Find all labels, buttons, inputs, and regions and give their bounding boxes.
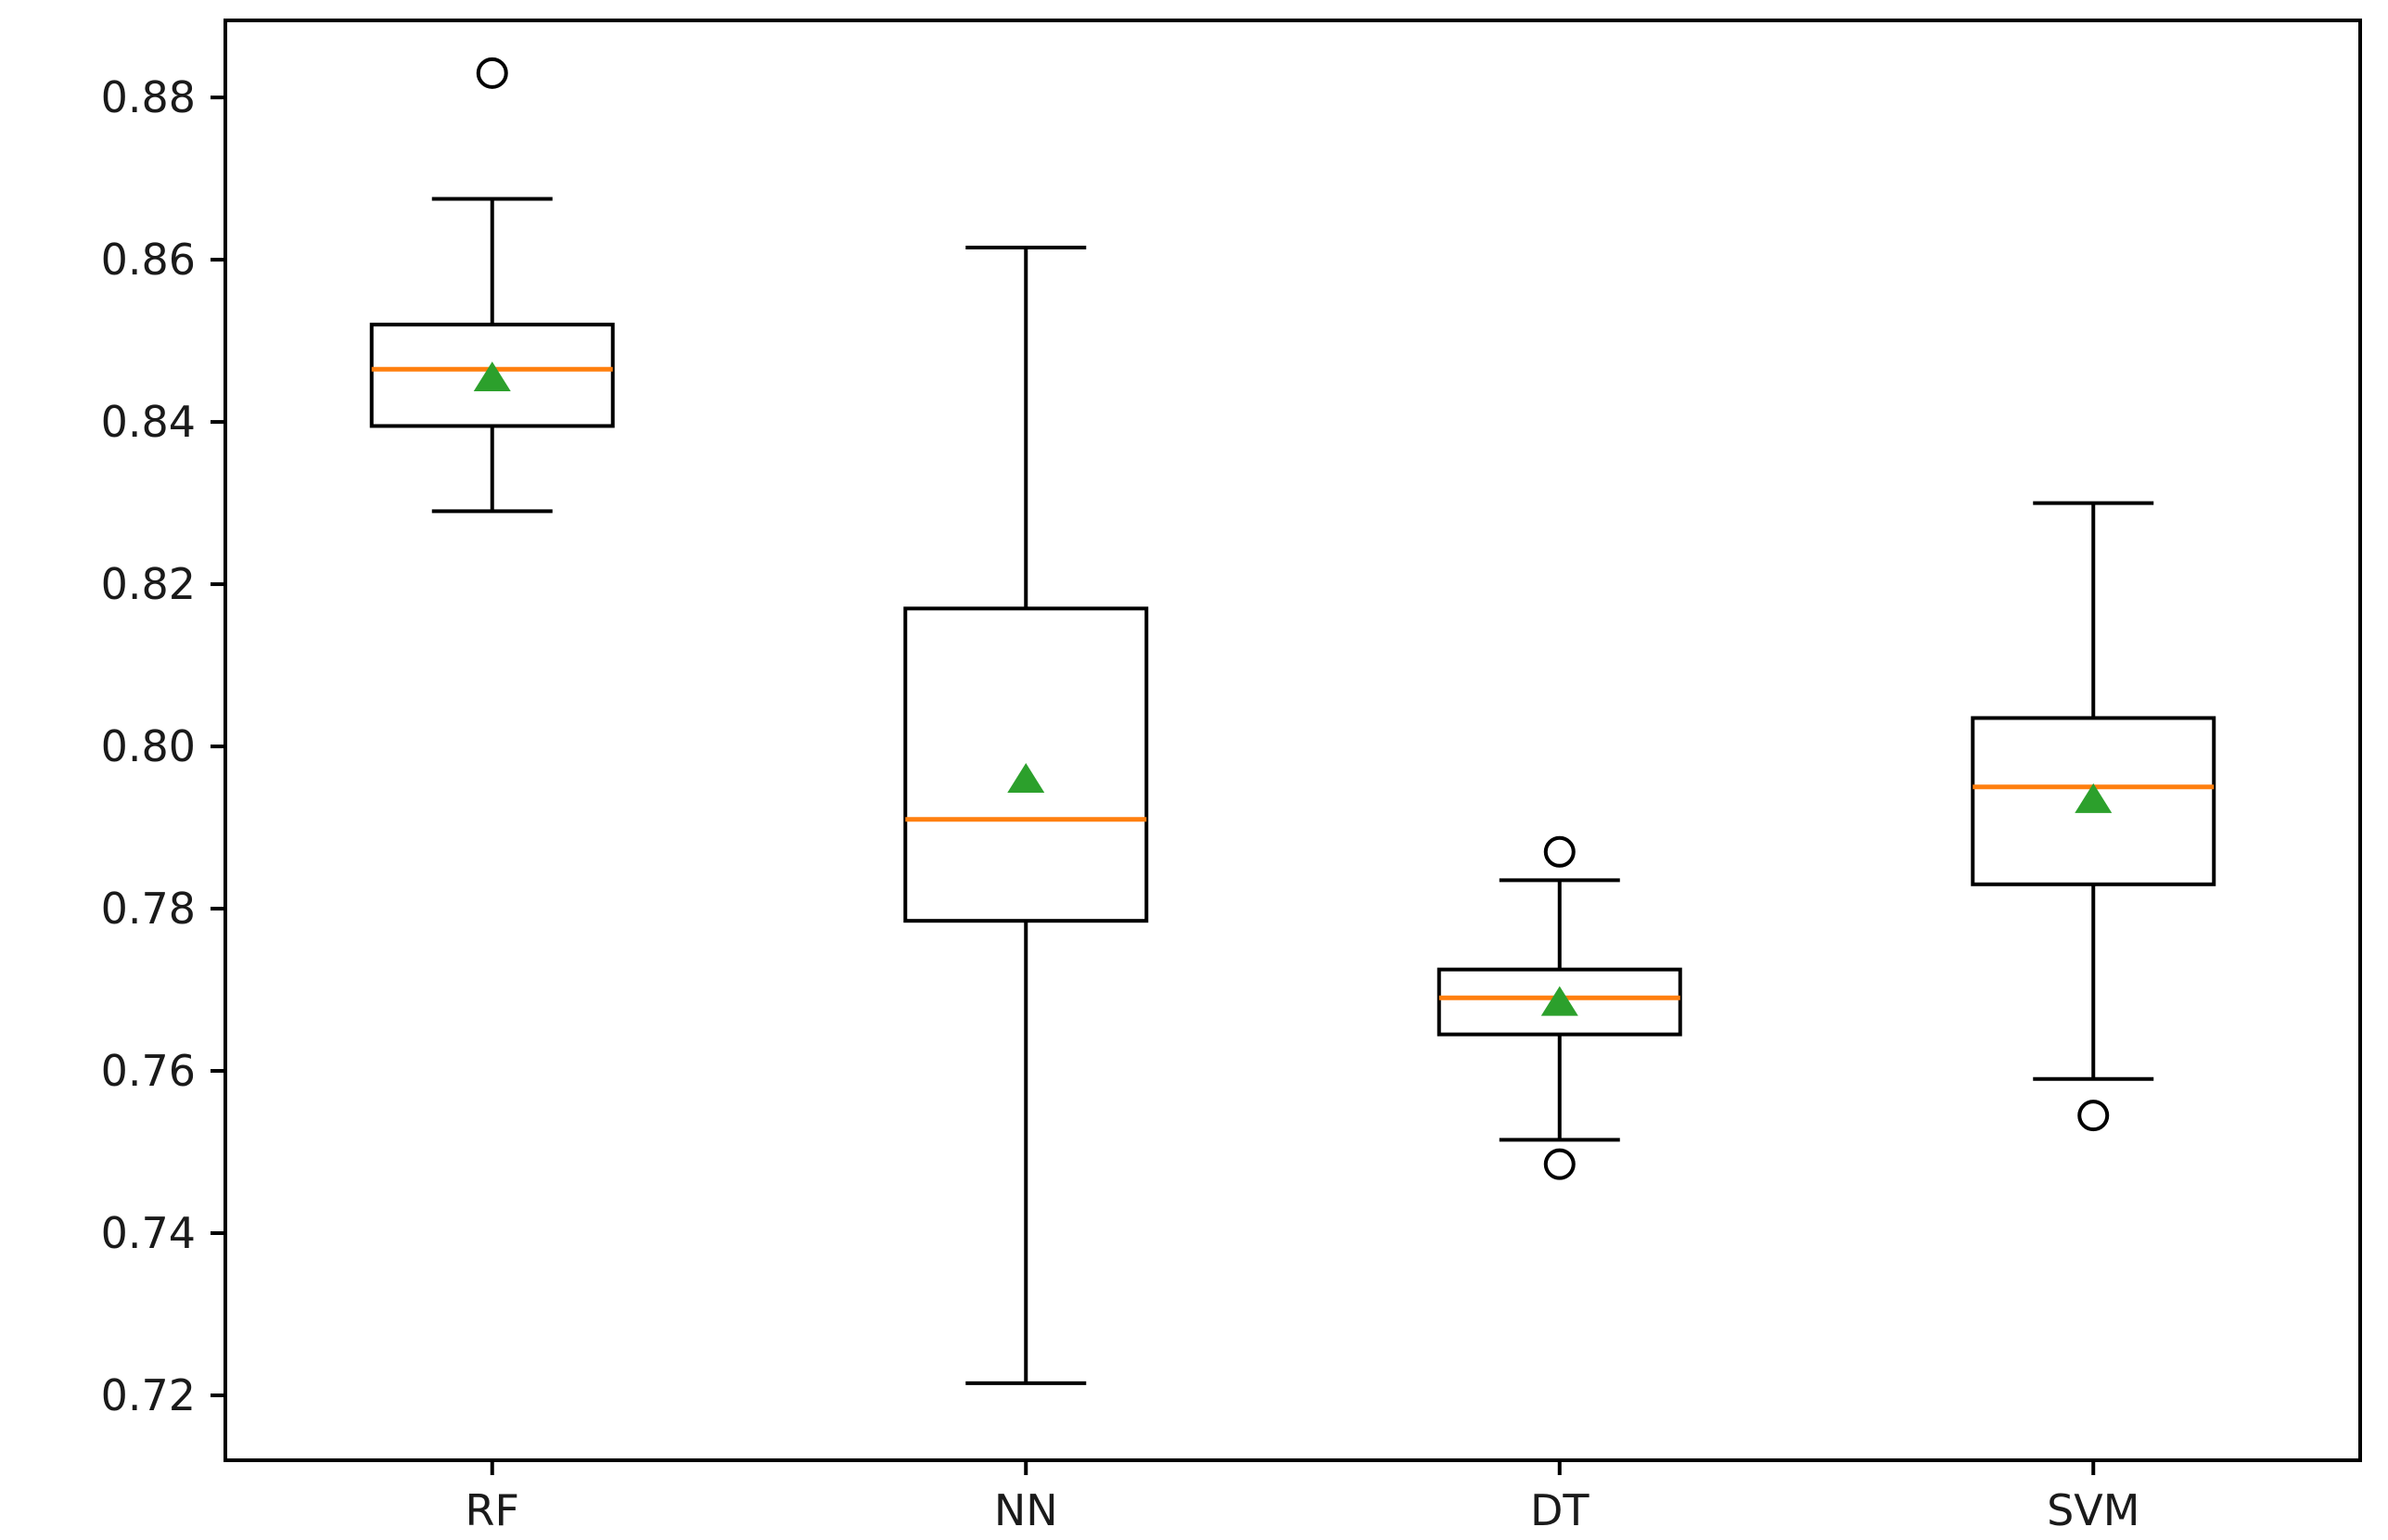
- y-axis-tick-label: 0.76: [101, 1046, 196, 1096]
- y-axis-tick-label: 0.82: [101, 559, 196, 609]
- y-axis-tick-label: 0.74: [101, 1208, 196, 1258]
- outlier-marker-SVM: [2077, 1100, 2110, 1132]
- y-axis-tick-label: 0.78: [101, 884, 196, 934]
- y-axis-tick-label: 0.84: [101, 397, 196, 447]
- mean-marker-icon-RF: [473, 361, 511, 391]
- outlier-marker-DT: [1543, 1148, 1576, 1180]
- x-axis-category-label-SVM: SVM: [2047, 1485, 2139, 1535]
- y-axis-tick-label: 0.72: [101, 1370, 196, 1420]
- y-axis-tick-label: 0.88: [101, 72, 196, 122]
- x-axis-category-label-RF: RF: [466, 1485, 519, 1535]
- x-axis-category-label-DT: DT: [1530, 1485, 1590, 1535]
- y-axis-tick-label: 0.86: [101, 235, 196, 285]
- mean-marker-icon-SVM: [2075, 783, 2113, 813]
- mean-marker-icon-NN: [1007, 763, 1045, 794]
- x-axis-category-label-NN: NN: [994, 1485, 1058, 1535]
- y-axis-tick-label: 0.80: [101, 721, 196, 771]
- outlier-marker-RF: [476, 57, 508, 89]
- mean-marker-icon-DT: [1540, 986, 1578, 1016]
- outlier-marker-DT: [1543, 835, 1576, 868]
- plot-border: [223, 19, 2362, 1462]
